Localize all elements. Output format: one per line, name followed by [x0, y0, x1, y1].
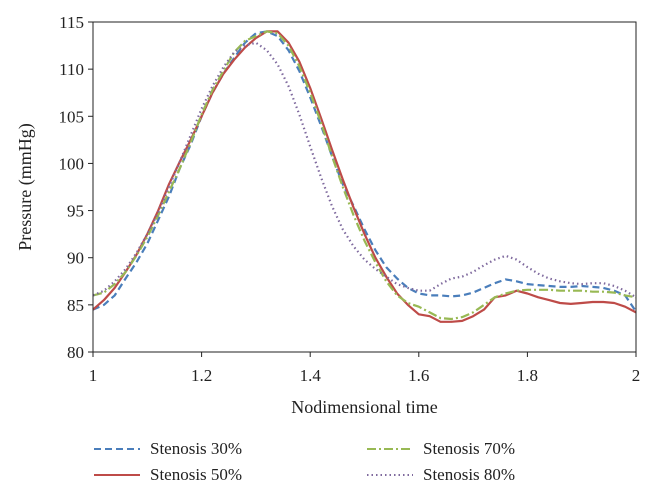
plot-frame: [92, 21, 637, 353]
x-tick-label: 1.6: [408, 366, 429, 385]
y-axis: 80 85 90 95 100 105 110 115: [59, 13, 93, 362]
x-tick-label: 1.8: [517, 366, 538, 385]
y-tick-label: 95: [67, 202, 84, 221]
x-tick-label: 1: [89, 366, 98, 385]
y-tick-label: 85: [67, 296, 84, 315]
series-line-stenosis-70: [92, 30, 637, 321]
y-tick-label: 115: [59, 13, 84, 32]
x-tick-label: 2: [632, 366, 641, 385]
series-line-stenosis-30: [92, 30, 637, 313]
x-axis: 1 1.2 1.4 1.6 1.8 2: [89, 352, 641, 385]
x-axis-title: Nodimensional time: [291, 397, 437, 417]
y-axis-title: Pressure (mmHg): [15, 123, 36, 250]
y-tick-label: 100: [59, 154, 85, 173]
x-tick-label: 1.2: [191, 366, 212, 385]
series-line-stenosis-80: [92, 41, 637, 299]
x-tick-label: 1.4: [300, 366, 322, 385]
series-line-stenosis-50: [92, 30, 637, 323]
y-tick-label: 90: [67, 249, 84, 268]
plot-lines: [92, 30, 637, 323]
y-tick-label: 80: [67, 343, 84, 362]
y-tick-label: 105: [59, 107, 85, 126]
y-tick-label: 110: [59, 60, 84, 79]
